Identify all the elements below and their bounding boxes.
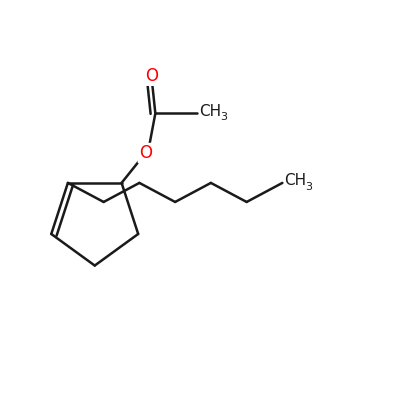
Text: CH: CH: [199, 104, 221, 118]
Text: 3: 3: [306, 182, 312, 192]
Text: O: O: [145, 67, 158, 85]
Text: 3: 3: [220, 112, 227, 122]
Text: O: O: [139, 144, 152, 162]
Text: CH: CH: [284, 173, 306, 188]
